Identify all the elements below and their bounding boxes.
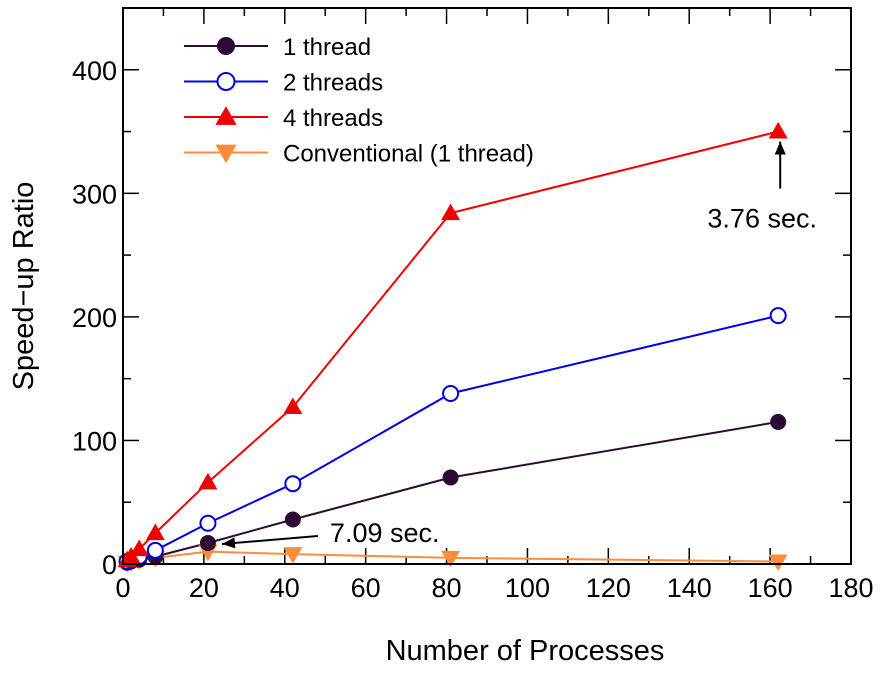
x-tick-label: 100 [505,573,550,603]
data-point-1-thread [442,469,459,486]
x-tick-label: 80 [432,573,462,603]
data-point-4-threads [198,472,218,490]
annotations: 7.09 sec. 3.76 sec. [221,141,817,549]
x-tick-label: 40 [270,573,300,603]
annotation-arrow-head [221,537,236,549]
data-point-conventional-1-thread [768,554,788,572]
data-point-conventional-1-thread [283,547,303,564]
y-tick-label: 400 [72,56,117,86]
legend-label: 4 threads [283,105,383,132]
plot-frame [122,7,852,565]
axis-ticks: 0 20 40 60 80 100 120 140 160 180 0 100 200 300 400 [72,8,874,603]
legend-item-1-thread: 1 thread [184,34,371,61]
x-tick-label: 60 [351,573,381,603]
annotation-arrow-head [774,141,786,155]
series-line-4-threads [126,130,779,562]
x-tick-label: 120 [586,573,631,603]
y-tick-label: 200 [72,303,117,333]
legend-marker [216,72,236,91]
data-point-4-threads [441,203,461,221]
x-axis-title: Number of Processes [386,635,665,667]
series-markers [117,121,788,573]
x-tick-label: 0 [115,573,130,603]
data-point-4-threads [283,397,303,415]
x-tick-label: 180 [828,573,873,603]
annotation-label-3-76-sec: 3.76 sec. [707,204,817,234]
legend-marker [217,37,235,55]
data-point-4-threads [145,523,165,541]
annotation-arrow-7-09-sec [221,534,319,549]
data-point-1-thread [770,413,787,430]
data-point-2-threads [284,475,302,493]
data-point-conventional-1-thread [441,550,461,568]
data-point-2-threads [146,541,164,559]
data-point-4-threads [768,121,788,139]
legend: 1 thread 2 threads 4 threads Conventional (… [184,34,534,168]
x-tick-label: 20 [189,573,219,603]
legend-label: 2 threads [283,70,383,97]
annotation-arrow-shaft [221,534,319,545]
data-point-4-threads [129,539,149,557]
annotation-arrow-3-76-sec [774,141,786,189]
y-tick-label: 100 [72,426,117,456]
y-tick-label: 0 [102,550,117,580]
data-point-1-thread [199,534,216,551]
y-tick-label: 300 [72,179,117,209]
annotation-label-7-09-sec: 7.09 sec. [330,518,440,548]
series-line-1-thread [126,420,779,564]
y-axis-title: Speed−up Ratio [8,182,40,391]
legend-marker [215,144,237,164]
legend-item-4-threads: 4 threads [184,105,383,132]
legend-marker [215,106,237,125]
x-tick-label: 160 [748,573,793,603]
data-point-2-threads [442,384,460,402]
legend-item-conventional-1-thread: Conventional (1 thread) [184,141,534,168]
series-lines [126,130,779,564]
x-tick-label: 140 [667,573,712,603]
legend-item-2-threads: 2 threads [184,70,383,97]
legend-label: 1 thread [283,34,371,61]
legend-label: Conventional (1 thread) [283,141,534,168]
data-point-2-threads [199,514,217,532]
data-point-2-threads [769,307,787,325]
data-point-1-thread [284,511,301,528]
